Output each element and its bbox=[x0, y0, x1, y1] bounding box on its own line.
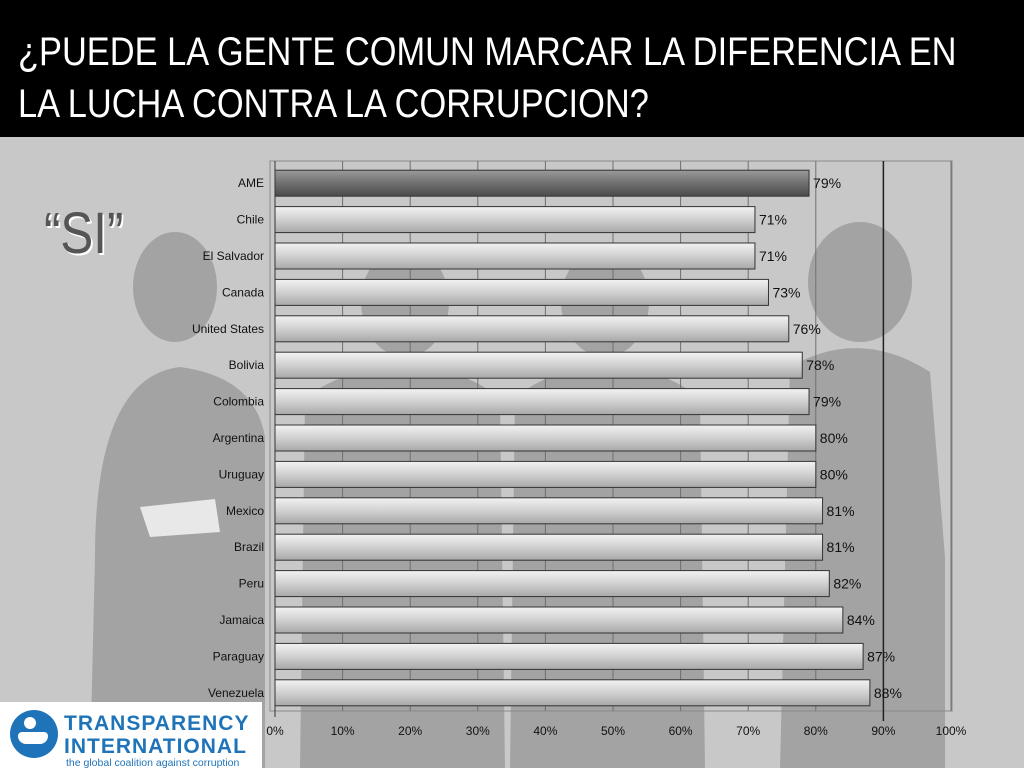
x-tick-label: 100% bbox=[936, 724, 967, 738]
value-label: 87% bbox=[867, 648, 895, 664]
x-tick-label: 60% bbox=[669, 724, 693, 738]
category-label: AME bbox=[238, 176, 264, 190]
bar bbox=[274, 388, 810, 416]
value-label: 80% bbox=[820, 466, 848, 482]
value-label: 79% bbox=[813, 175, 841, 191]
x-tick-label: 80% bbox=[804, 724, 828, 738]
bar bbox=[274, 679, 871, 707]
slide-title-line-2: LA LUCHA CONTRA LA CORRUPCION? bbox=[18, 82, 649, 126]
bar bbox=[274, 242, 756, 270]
value-label: 79% bbox=[813, 394, 841, 410]
value-label: 78% bbox=[806, 357, 834, 373]
bar bbox=[274, 315, 790, 343]
value-label: 88% bbox=[874, 685, 902, 701]
category-label: Uruguay bbox=[219, 467, 264, 481]
bar bbox=[274, 460, 817, 488]
value-label: 80% bbox=[820, 430, 848, 446]
value-label: 71% bbox=[759, 212, 787, 228]
value-label: 76% bbox=[793, 321, 821, 337]
x-tick-label: 50% bbox=[601, 724, 625, 738]
x-axis-tick-labels: 0% 10% 20% 30% 40% 50% 60% 70% 80% 90% 100% bbox=[266, 724, 966, 738]
bar bbox=[274, 497, 824, 525]
bar bbox=[274, 424, 817, 452]
answer-label: “SI” bbox=[44, 201, 124, 266]
title-banner: ¿PUEDE LA GENTE COMUN MARCAR LA DIFERENC… bbox=[0, 0, 1024, 137]
person-globe-icon bbox=[10, 710, 58, 758]
logo-name-line-2: INTERNATIONAL bbox=[64, 735, 247, 758]
x-tick-label: 70% bbox=[736, 724, 760, 738]
bar bbox=[274, 278, 769, 306]
category-label: Venezuela bbox=[208, 686, 264, 700]
value-labels: 79% 71% 71% 73% 76% 78% 79% 80% 80% 81% 81% 82% 84% 8… bbox=[759, 175, 902, 701]
bar bbox=[274, 169, 810, 197]
bars bbox=[274, 169, 871, 707]
slide-title: ¿PUEDE LA GENTE COMUN MARCAR LA DIFERENC… bbox=[18, 26, 957, 130]
value-label: 71% bbox=[759, 248, 787, 264]
logo-tagline: the global coalition against corruption bbox=[66, 757, 240, 768]
value-label: 81% bbox=[827, 503, 855, 519]
bar bbox=[274, 570, 830, 598]
value-label: 81% bbox=[827, 539, 855, 555]
x-tick-label: 90% bbox=[871, 724, 895, 738]
category-label: El Salvador bbox=[203, 249, 264, 263]
bar bbox=[274, 351, 803, 379]
category-label: Mexico bbox=[226, 504, 264, 518]
x-tick-label: 40% bbox=[533, 724, 557, 738]
value-label: 73% bbox=[772, 284, 800, 300]
logo-name-line-1: TRANSPARENCY bbox=[64, 712, 250, 735]
x-tick-label: 20% bbox=[398, 724, 422, 738]
bar bbox=[274, 206, 756, 234]
value-label: 82% bbox=[833, 576, 861, 592]
horizontal-bar-chart: AME Chile El Salvador Canada United States Bo… bbox=[192, 160, 967, 738]
x-tick-label: 10% bbox=[331, 724, 355, 738]
plot-area bbox=[269, 160, 953, 712]
category-label: Paraguay bbox=[213, 649, 264, 663]
bar bbox=[274, 533, 824, 561]
category-label: Brazil bbox=[234, 540, 264, 554]
category-label: Canada bbox=[222, 285, 264, 299]
x-tick-label: 30% bbox=[466, 724, 490, 738]
slide-title-line-1: ¿PUEDE LA GENTE COMUN MARCAR LA DIFERENC… bbox=[18, 30, 957, 74]
category-label: Peru bbox=[239, 577, 264, 591]
x-tick-label: 0% bbox=[266, 724, 284, 738]
transparency-international-logo: TRANSPARENCY INTERNATIONAL the global co… bbox=[0, 702, 262, 768]
value-label: 84% bbox=[847, 612, 875, 628]
category-label: Bolivia bbox=[229, 358, 265, 372]
category-label: Argentina bbox=[213, 431, 265, 445]
bar bbox=[274, 606, 844, 634]
category-label: Colombia bbox=[213, 395, 264, 409]
category-label: Jamaica bbox=[219, 613, 264, 627]
category-label: United States bbox=[192, 322, 264, 336]
category-label: Chile bbox=[237, 213, 265, 227]
category-labels: AME Chile El Salvador Canada United States Bo… bbox=[192, 176, 264, 700]
bar bbox=[274, 642, 864, 670]
